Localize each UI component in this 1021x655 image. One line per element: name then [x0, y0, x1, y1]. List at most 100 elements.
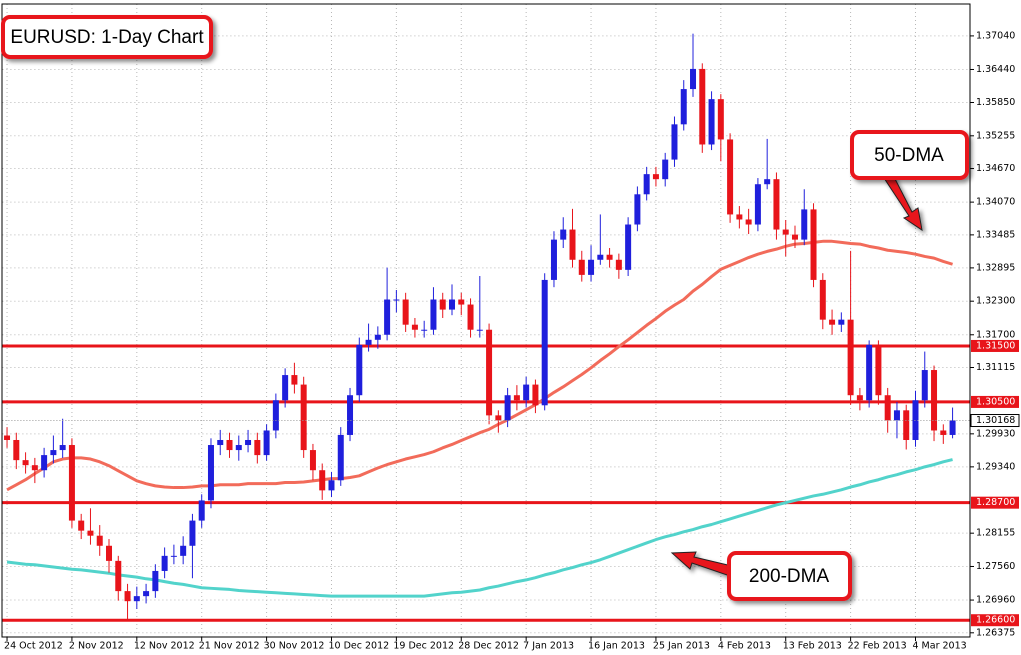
candle-body — [921, 370, 928, 401]
candle-body — [402, 299, 409, 325]
candle-body — [300, 384, 307, 451]
x-tick-label: 7 Jan 2013 — [523, 641, 574, 652]
y-tick-label: 1.34670 — [976, 163, 1015, 174]
candle-body — [448, 299, 455, 310]
candle-body — [541, 279, 548, 406]
candle-body — [133, 596, 140, 602]
candle-body — [671, 124, 678, 160]
candle-body — [31, 465, 38, 471]
last-price-bg — [970, 414, 1020, 428]
candle-body — [578, 259, 585, 275]
candle-body — [198, 500, 205, 521]
candle-body — [68, 445, 75, 521]
candle-body — [189, 520, 196, 546]
y-tick-label: 1.37040 — [976, 30, 1015, 41]
candle-body — [143, 591, 150, 597]
arrow-200 — [670, 551, 733, 577]
candle-body — [662, 159, 669, 180]
candle-body — [523, 384, 530, 401]
candle-body — [745, 219, 752, 225]
candle-body — [41, 455, 48, 471]
arrow-50 — [883, 174, 923, 232]
candle-body — [411, 324, 418, 330]
y-tick-label: 1.36440 — [976, 64, 1015, 75]
candle-body — [606, 254, 613, 260]
level-label: 1.28700 — [976, 497, 1015, 508]
candle-body — [430, 299, 437, 330]
candle-body — [495, 415, 502, 421]
y-tick-label: 1.31115 — [976, 362, 1015, 373]
candle-body — [384, 299, 391, 335]
x-tick-label: 28 Dec 2012 — [458, 641, 519, 652]
axes: 1.37040 1.36440 1.35850 1.35255 1.34670 1.340… — [4, 30, 1020, 652]
candle-body — [263, 430, 270, 456]
moving-average-line — [6, 458, 953, 598]
level-label-bg — [971, 496, 1019, 509]
candle-body — [106, 545, 113, 561]
level-label: 1.26600 — [976, 615, 1015, 626]
level-label: 1.31500 — [976, 340, 1015, 351]
candle-body — [59, 445, 66, 451]
candle-body — [764, 179, 771, 185]
y-tick-label: 1.27560 — [976, 561, 1015, 572]
x-tick-label: 12 Nov 2012 — [134, 641, 195, 652]
candle-body — [180, 545, 187, 556]
candle-body — [467, 304, 474, 330]
y-tick-label: 1.35255 — [976, 130, 1015, 141]
candle-body — [309, 450, 316, 471]
x-tick-label: 4 Feb 2013 — [718, 641, 771, 652]
candle-body — [513, 395, 520, 401]
candle-body — [847, 319, 854, 396]
candle-body — [272, 400, 279, 431]
x-tick-label: 30 Nov 2012 — [264, 641, 325, 652]
plot-area — [2, 4, 970, 637]
candle-body — [856, 395, 863, 401]
last-price-label: 1.30168 — [976, 415, 1015, 426]
y-tick-label: 1.29340 — [976, 461, 1015, 472]
candle-body — [708, 99, 715, 145]
y-tick-label: 1.32300 — [976, 296, 1015, 307]
candle-body — [773, 179, 780, 230]
candle-body — [634, 194, 641, 225]
candle-body — [96, 535, 103, 546]
candle-body — [588, 259, 595, 275]
level-label-bg — [971, 395, 1019, 408]
candle-body — [819, 279, 826, 320]
level-label-bg — [971, 614, 1019, 627]
candle-body — [550, 239, 557, 280]
candle-body — [699, 68, 706, 145]
candle-body — [486, 329, 493, 416]
candle-body — [680, 89, 687, 125]
candle-body — [13, 439, 20, 461]
candle-body — [365, 339, 372, 345]
candle-body — [754, 184, 761, 225]
candle-body — [884, 395, 891, 421]
x-tick-label: 4 Mar 2013 — [912, 641, 966, 652]
candle-body — [207, 445, 214, 501]
y-tick-label: 1.32895 — [976, 262, 1015, 273]
candle-body — [161, 555, 168, 571]
candle-body — [421, 329, 428, 331]
candle-body — [458, 299, 465, 305]
candle-body — [356, 344, 363, 396]
candle-body — [625, 224, 632, 270]
candle-body — [615, 259, 622, 270]
arrow — [670, 551, 733, 577]
candle-body — [893, 410, 900, 421]
y-tick-label: 1.34070 — [976, 197, 1015, 208]
annotation-frame — [850, 130, 969, 180]
candle-body — [838, 319, 845, 325]
x-tick-label: 10 Dec 2012 — [328, 641, 389, 652]
candle-body — [903, 410, 910, 440]
candle-body — [597, 254, 604, 260]
candle-body — [504, 395, 511, 421]
candle-body — [319, 470, 326, 491]
candle-body — [476, 329, 483, 331]
y-tick-label: 1.26960 — [976, 595, 1015, 606]
x-tick-label: 24 Oct 2012 — [4, 641, 63, 652]
y-tick-label: 1.35850 — [976, 97, 1015, 108]
candle-body — [717, 99, 724, 140]
candle-body — [124, 591, 131, 602]
